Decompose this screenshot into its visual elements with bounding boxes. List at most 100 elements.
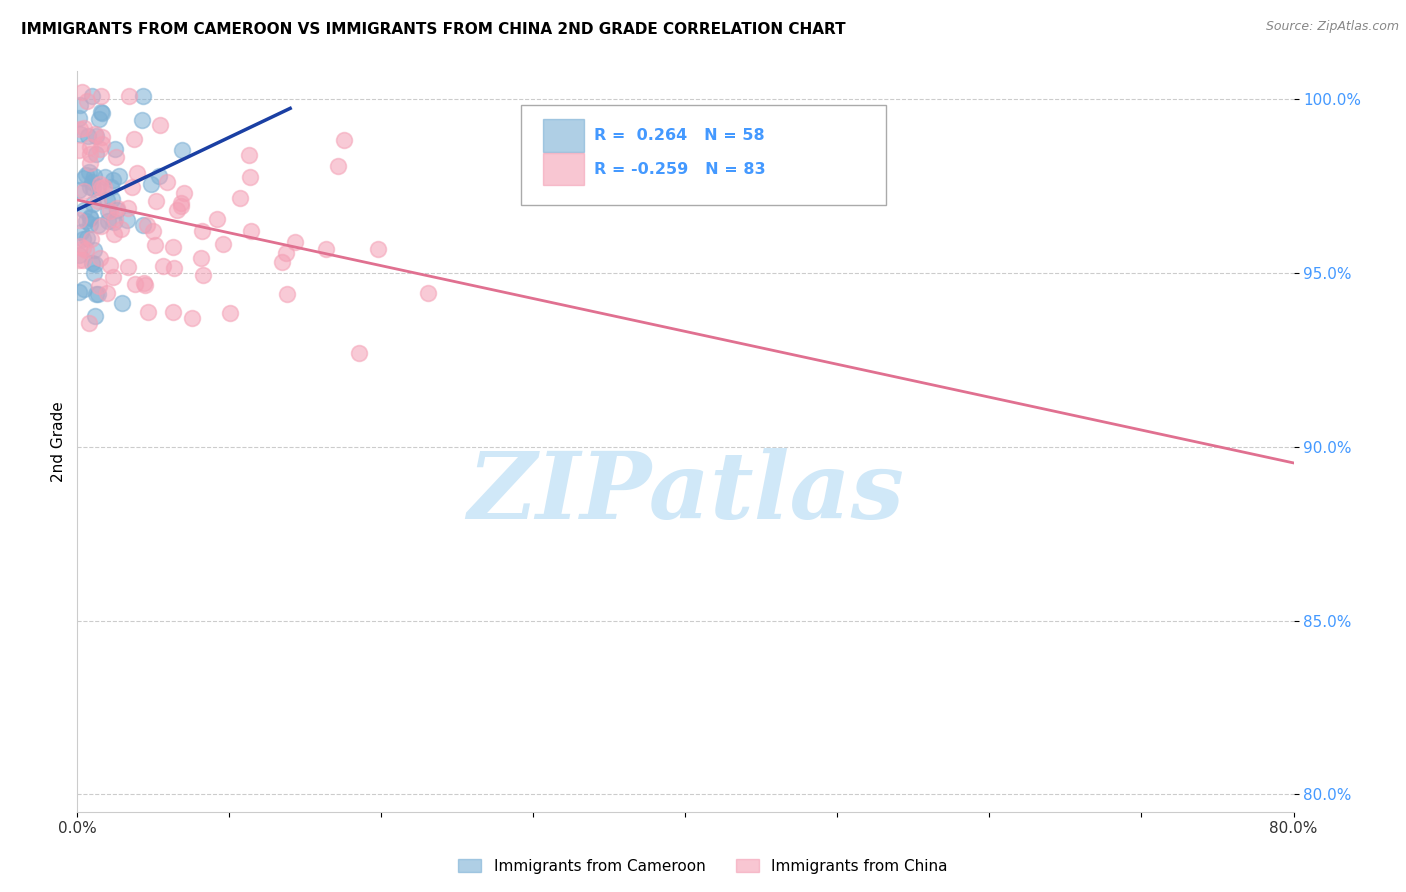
- Point: [90, 181, 112, 195]
- Y-axis label: 2nd Grade: 2nd Grade: [51, 401, 66, 482]
- Point: [72, 232, 94, 246]
- Point: [284, 235, 307, 249]
- Point: [72, 252, 94, 267]
- Point: [115, 212, 138, 227]
- Point: [103, 215, 125, 229]
- Point: [238, 147, 260, 161]
- Point: [67, 112, 90, 126]
- Point: [103, 227, 125, 241]
- Point: [315, 242, 337, 256]
- Point: [67, 144, 90, 158]
- Text: R =  0.264   N = 58: R = 0.264 N = 58: [595, 128, 765, 144]
- Point: [148, 169, 170, 184]
- Point: [72, 170, 94, 185]
- Point: [131, 112, 153, 127]
- Point: [156, 175, 179, 189]
- Point: [84, 257, 107, 271]
- Point: [89, 251, 111, 265]
- Text: IMMIGRANTS FROM CAMEROON VS IMMIGRANTS FROM CHINA 2ND GRADE CORRELATION CHART: IMMIGRANTS FROM CAMEROON VS IMMIGRANTS F…: [21, 22, 846, 37]
- Point: [91, 105, 114, 120]
- Point: [75, 168, 97, 182]
- Point: [105, 202, 128, 216]
- Point: [418, 285, 440, 300]
- Point: [82, 181, 104, 195]
- Point: [276, 245, 298, 260]
- Point: [77, 165, 100, 179]
- Point: [326, 159, 349, 173]
- Point: [96, 286, 118, 301]
- Point: [240, 224, 263, 238]
- Point: [211, 237, 233, 252]
- Point: [79, 147, 101, 161]
- Point: [73, 121, 96, 136]
- Point: [132, 88, 155, 103]
- FancyBboxPatch shape: [543, 153, 585, 186]
- Point: [135, 218, 157, 232]
- Point: [87, 279, 110, 293]
- Point: [367, 242, 389, 256]
- Point: [73, 203, 96, 218]
- Point: [276, 286, 298, 301]
- Point: [67, 285, 90, 300]
- Point: [90, 105, 112, 120]
- Point: [80, 88, 103, 103]
- Point: [207, 211, 229, 226]
- Point: [132, 276, 155, 290]
- Point: [191, 268, 214, 282]
- Point: [70, 225, 93, 239]
- Legend: Immigrants from Cameroon, Immigrants from China: Immigrants from Cameroon, Immigrants fro…: [453, 853, 953, 880]
- Point: [229, 191, 252, 205]
- Point: [104, 142, 127, 156]
- Point: [83, 310, 105, 324]
- Point: [90, 88, 112, 103]
- Point: [96, 194, 118, 208]
- Point: [79, 180, 101, 194]
- Point: [117, 89, 139, 103]
- Point: [79, 211, 101, 226]
- Point: [73, 282, 96, 296]
- Point: [191, 223, 214, 237]
- Point: [82, 197, 104, 211]
- Point: [270, 255, 292, 269]
- Point: [87, 112, 110, 126]
- Point: [90, 219, 112, 233]
- Point: [100, 179, 122, 194]
- Point: [91, 136, 114, 151]
- Point: [75, 214, 97, 228]
- Point: [145, 194, 167, 208]
- Point: [107, 169, 129, 183]
- Point: [79, 210, 101, 224]
- Point: [76, 129, 98, 144]
- Point: [82, 256, 104, 270]
- Point: [333, 133, 356, 147]
- Text: R = -0.259   N = 83: R = -0.259 N = 83: [595, 161, 766, 177]
- Point: [101, 192, 124, 206]
- Point: [136, 305, 159, 319]
- Point: [111, 296, 134, 310]
- Point: [83, 169, 105, 184]
- Point: [86, 286, 108, 301]
- Point: [72, 184, 94, 198]
- Point: [69, 238, 91, 252]
- Point: [86, 179, 108, 194]
- FancyBboxPatch shape: [522, 104, 886, 204]
- Point: [134, 278, 156, 293]
- Point: [124, 277, 146, 291]
- Point: [94, 170, 117, 185]
- Point: [98, 204, 121, 219]
- Point: [152, 259, 174, 273]
- Point: [105, 150, 128, 164]
- Point: [122, 132, 145, 146]
- Point: [162, 305, 184, 319]
- Point: [69, 127, 91, 141]
- Point: [83, 266, 105, 280]
- Point: [77, 316, 100, 330]
- Point: [163, 261, 186, 276]
- Point: [170, 199, 193, 213]
- Point: [219, 306, 242, 320]
- Point: [121, 180, 143, 194]
- Point: [162, 240, 184, 254]
- Point: [67, 183, 90, 197]
- Point: [97, 203, 120, 218]
- Point: [83, 243, 105, 257]
